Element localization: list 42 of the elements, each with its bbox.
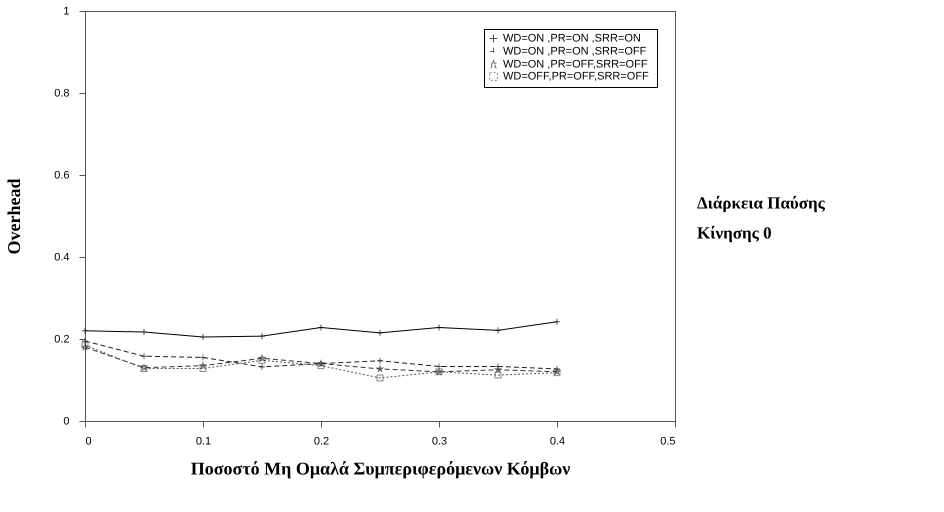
point: [494, 366, 502, 373]
point: [494, 326, 502, 334]
point: [258, 354, 266, 362]
x-tick-label: 0.5: [660, 436, 676, 448]
legend-label: WD=OFF,PR=OFF,SRR=OFF: [503, 70, 650, 82]
x-tick-label: 0.2: [314, 436, 330, 448]
point: [200, 362, 206, 369]
x-axis-title: Ποσοστό Μη Ομαλά Συμπεριφερόμενων Κόμβων: [190, 458, 570, 478]
point: [82, 338, 88, 345]
x-tick-label: 0.3: [432, 436, 448, 448]
point: [376, 374, 384, 382]
point: [376, 357, 384, 364]
y-tick-label: 0.4: [54, 252, 70, 264]
point: [494, 372, 502, 379]
point: [436, 324, 442, 331]
legend-label: WD=ON ,PR=ON ,SRR=ON: [503, 32, 641, 44]
point: [258, 363, 266, 370]
y-tick-label: 0.8: [54, 88, 70, 100]
point: [200, 333, 206, 340]
point: [140, 328, 148, 336]
point: [318, 324, 324, 331]
y-tick-label: 0: [63, 416, 70, 428]
y-tick-label: 0.2: [54, 334, 70, 346]
x-tick-label: 0.1: [196, 436, 212, 448]
text: Διάρκεια Παύσης Κίνησης 0: [697, 194, 826, 243]
point: [258, 356, 266, 364]
legend-label: WD=ON ,PR=ON ,SRR=OFF: [503, 46, 647, 58]
point: [376, 329, 384, 336]
point: [200, 365, 206, 372]
y-tick-label: 1: [63, 6, 70, 18]
point: [494, 363, 502, 370]
y-axis-title: Overhead: [4, 178, 24, 254]
x-tick-label: 0.4: [550, 436, 566, 448]
x-tick-label: 0: [86, 436, 92, 448]
point: [554, 365, 560, 372]
point: [258, 332, 266, 340]
y-tick-label: 0.6: [54, 170, 70, 182]
legend-label: WD=ON ,PR=OFF,SRR=OFF: [503, 58, 648, 70]
point: [376, 365, 384, 372]
point: [436, 363, 442, 370]
point: [140, 352, 148, 360]
point: [200, 354, 206, 361]
